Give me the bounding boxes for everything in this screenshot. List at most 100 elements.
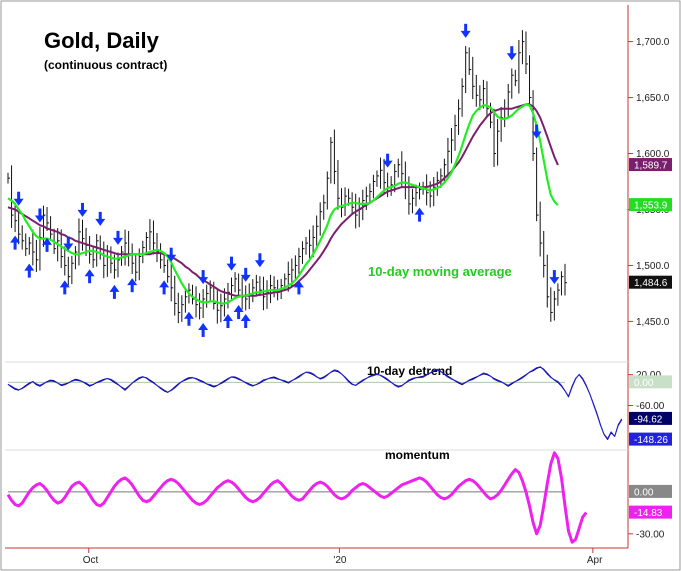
value-badge-label: -148.26 bbox=[634, 435, 668, 446]
up-arrow bbox=[159, 280, 170, 295]
up-arrow bbox=[198, 322, 209, 337]
down-arrow bbox=[77, 202, 88, 217]
value-badge bbox=[629, 484, 672, 498]
series-lines bbox=[6, 103, 623, 544]
down-arrow bbox=[240, 267, 251, 282]
y-tick-label: 1,700.0 bbox=[636, 37, 670, 48]
down-arrow bbox=[13, 191, 24, 206]
arrow-head bbox=[549, 277, 560, 285]
detrend-label: 10-day detrend bbox=[367, 364, 452, 378]
down-arrow bbox=[198, 270, 209, 285]
value-badges: 1,589.7 1,553.9 1,484.6 0.00 -94.62 -148.26 0.… bbox=[629, 158, 672, 519]
down-arrow bbox=[166, 247, 177, 262]
value-badge bbox=[629, 275, 672, 289]
arrow-head bbox=[233, 305, 244, 313]
arrow-head bbox=[13, 198, 24, 206]
value-badge-label: 1,484.6 bbox=[634, 278, 668, 289]
arrow-head bbox=[293, 280, 304, 288]
arrow-head bbox=[240, 313, 251, 321]
arrow-head bbox=[84, 269, 95, 277]
down-arrow bbox=[254, 253, 265, 268]
y-tick-label: 1,450.0 bbox=[636, 317, 670, 328]
up-arrow bbox=[10, 235, 21, 250]
value-badge-label: 0.00 bbox=[634, 378, 654, 389]
up-arrow bbox=[59, 280, 70, 295]
arrow-head bbox=[24, 263, 35, 271]
arrow-head bbox=[198, 322, 209, 330]
down-arrow bbox=[34, 208, 45, 223]
down-arrow bbox=[531, 124, 542, 139]
arrow-head bbox=[109, 284, 120, 292]
up-arrow bbox=[293, 280, 304, 295]
arrow-head bbox=[198, 277, 209, 285]
value-badge-label: 0.00 bbox=[634, 487, 654, 498]
ma-annotation: 10-day moving average bbox=[368, 264, 512, 279]
value-badge-label: -94.62 bbox=[634, 414, 663, 425]
chart-subtitle: (continuous contract) bbox=[44, 58, 167, 72]
up-arrow bbox=[222, 313, 233, 328]
down-arrow bbox=[460, 23, 471, 38]
down-arrow bbox=[63, 236, 74, 251]
arrow-head bbox=[77, 209, 88, 217]
arrow-head bbox=[42, 237, 53, 245]
up-arrow bbox=[414, 207, 425, 222]
value-badge-label: -14.83 bbox=[634, 508, 663, 519]
down-arrow bbox=[506, 46, 517, 61]
x-tick-label: Apr bbox=[587, 555, 603, 566]
momentum-line bbox=[6, 451, 588, 544]
value-badge-label: 1,589.7 bbox=[634, 161, 668, 172]
detrend-blue-line bbox=[7, 366, 623, 440]
x-tick-label: Oct bbox=[83, 555, 99, 566]
arrow-head bbox=[226, 263, 237, 271]
value-badge bbox=[629, 158, 672, 172]
arrow-head bbox=[59, 280, 70, 288]
arrow-head bbox=[240, 274, 251, 282]
y-tick-label: 1,650.0 bbox=[636, 93, 670, 104]
up-arrow bbox=[127, 278, 138, 293]
arrow-head bbox=[183, 311, 194, 319]
up-arrow bbox=[240, 313, 251, 328]
arrow-head bbox=[166, 254, 177, 262]
detrend-black-line bbox=[7, 366, 623, 440]
arrow-head bbox=[10, 235, 21, 243]
value-badge bbox=[629, 198, 672, 212]
x-tick-label: '20 bbox=[333, 555, 346, 566]
y-tick-label: 1,500.0 bbox=[636, 261, 670, 272]
arrow-head bbox=[159, 280, 170, 288]
arrow-head bbox=[460, 30, 471, 38]
value-badge bbox=[629, 432, 672, 446]
detrend-y-tick-label: -60.00 bbox=[636, 401, 665, 412]
down-arrow bbox=[95, 211, 106, 226]
value-badge bbox=[629, 411, 672, 425]
momentum-label: momentum bbox=[385, 448, 450, 462]
tick-labels: 1,450.01,500.01,550.01,600.01,650.01,700… bbox=[83, 37, 670, 566]
chart-title: Gold, Daily bbox=[44, 28, 160, 53]
up-arrow bbox=[109, 284, 120, 299]
down-arrow bbox=[226, 256, 237, 271]
up-arrow bbox=[24, 263, 35, 278]
arrow-head bbox=[382, 160, 393, 168]
up-arrow bbox=[183, 311, 194, 326]
arrow-head bbox=[531, 131, 542, 139]
arrow-head bbox=[34, 215, 45, 223]
value-badge bbox=[629, 375, 672, 389]
y-tick-label: 1,600.0 bbox=[636, 149, 670, 160]
arrow-head bbox=[414, 207, 425, 215]
grid-layer bbox=[8, 381, 565, 493]
cycle-arrows bbox=[10, 23, 560, 337]
arrow-head bbox=[112, 237, 123, 245]
momentum-y-tick-label: -30.00 bbox=[636, 529, 665, 540]
arrow-head bbox=[254, 260, 265, 268]
value-badge-label: 1,553.9 bbox=[634, 201, 668, 212]
long-moving-average-line bbox=[7, 103, 559, 297]
arrow-head bbox=[95, 218, 106, 226]
down-arrow bbox=[112, 230, 123, 245]
ten-day-moving-average-line bbox=[7, 103, 559, 305]
down-arrow bbox=[549, 270, 560, 285]
up-arrow bbox=[84, 269, 95, 284]
value-badge bbox=[629, 505, 672, 519]
arrow-head bbox=[222, 313, 233, 321]
arrow-head bbox=[127, 278, 138, 286]
